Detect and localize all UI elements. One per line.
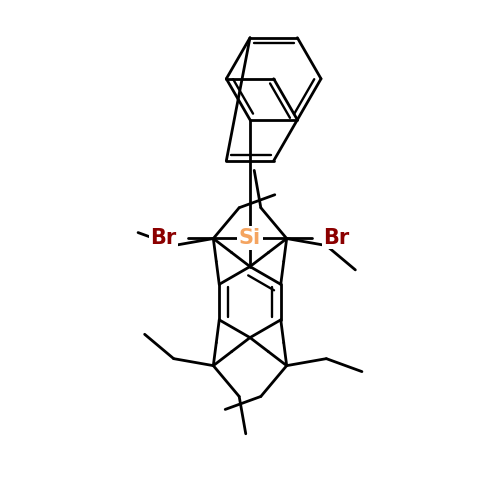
Text: Br: Br [150,228,176,248]
Text: Si: Si [239,228,261,248]
Text: Br: Br [324,228,349,248]
